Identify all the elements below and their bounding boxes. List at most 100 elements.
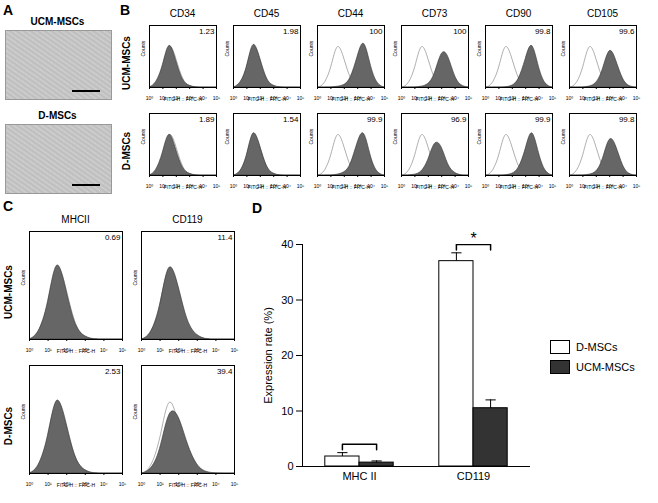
svg-text:10⁵: 10⁵ xyxy=(213,183,221,189)
svg-text:10⁰: 10⁰ xyxy=(26,481,34,487)
svg-text:FITC-H :: FITC-H: FITC-H :: FITC-H xyxy=(57,482,96,488)
svg-text:FITC-H :: FITC-H: FITC-H :: FITC-H xyxy=(169,348,208,354)
svg-text:10⁰: 10⁰ xyxy=(566,95,574,101)
svg-text:Counts: Counts xyxy=(308,128,314,144)
svg-text:Counts: Counts xyxy=(20,269,26,285)
svg-text:10⁵: 10⁵ xyxy=(465,95,473,101)
svg-text:10⁴: 10⁴ xyxy=(100,347,108,353)
svg-text:11.4: 11.4 xyxy=(218,233,234,242)
svg-text:99.9: 99.9 xyxy=(367,115,383,124)
svg-text:99.8: 99.8 xyxy=(619,115,635,124)
html-text:A: A xyxy=(3,2,14,18)
svg-text:Counts: Counts xyxy=(132,403,138,419)
svg-text:1.98: 1.98 xyxy=(283,27,299,36)
svg-text:FITC-H :: FITC-H: FITC-H :: FITC-H xyxy=(584,96,623,102)
svg-text:10⁰: 10⁰ xyxy=(230,95,238,101)
svg-text:10⁰: 10⁰ xyxy=(146,183,154,189)
svg-text:CD119: CD119 xyxy=(457,470,490,482)
svg-text:10⁰: 10⁰ xyxy=(482,95,490,101)
svg-text:10⁴: 10⁴ xyxy=(212,347,220,353)
svg-text:40: 40 xyxy=(281,238,293,250)
html-text:UCM-MSCs: UCM-MSCs xyxy=(576,361,635,373)
svg-text:100: 100 xyxy=(453,27,467,36)
svg-text:FITC-H :: FITC-H: FITC-H :: FITC-H xyxy=(164,184,203,190)
svg-text:*: * xyxy=(470,230,476,247)
svg-text:10⁵: 10⁵ xyxy=(465,183,473,189)
svg-text:Counts: Counts xyxy=(132,269,138,285)
svg-text:10¹: 10¹ xyxy=(156,481,164,487)
svg-text:10⁵: 10⁵ xyxy=(119,347,127,353)
svg-text:10⁰: 10⁰ xyxy=(482,183,490,189)
svg-text:Counts: Counts xyxy=(140,40,146,56)
svg-text:FITC-H :: FITC-H: FITC-H :: FITC-H xyxy=(248,96,287,102)
svg-text:10⁵: 10⁵ xyxy=(633,95,641,101)
svg-text:Counts: Counts xyxy=(308,40,314,56)
svg-text:FITC-H :: FITC-H: FITC-H :: FITC-H xyxy=(248,184,287,190)
svg-text:10⁰: 10⁰ xyxy=(26,347,34,353)
svg-text:FITC-H :: FITC-H: FITC-H :: FITC-H xyxy=(584,184,623,190)
svg-text:10⁰: 10⁰ xyxy=(398,95,406,101)
svg-text:10⁵: 10⁵ xyxy=(119,481,127,487)
svg-text:10⁰: 10⁰ xyxy=(146,95,154,101)
svg-text:10⁰: 10⁰ xyxy=(398,183,406,189)
svg-text:10⁵: 10⁵ xyxy=(549,183,557,189)
svg-text:10⁵: 10⁵ xyxy=(231,347,239,353)
svg-text:0.69: 0.69 xyxy=(105,233,121,242)
svg-text:99.8: 99.8 xyxy=(535,27,551,36)
svg-text:FITC-H :: FITC-H: FITC-H :: FITC-H xyxy=(169,482,208,488)
svg-text:10⁴: 10⁴ xyxy=(100,481,108,487)
svg-text:100: 100 xyxy=(369,27,383,36)
svg-text:10⁵: 10⁵ xyxy=(381,95,389,101)
svg-text:1.89: 1.89 xyxy=(199,115,215,124)
svg-text:96.9: 96.9 xyxy=(451,115,467,124)
svg-text:Counts: Counts xyxy=(224,40,230,56)
svg-text:Counts: Counts xyxy=(392,40,398,56)
svg-text:1.54: 1.54 xyxy=(283,115,299,124)
svg-text:MHC II: MHC II xyxy=(342,470,376,482)
svg-text:FITC-H :: FITC-H: FITC-H :: FITC-H xyxy=(500,96,539,102)
svg-text:10¹: 10¹ xyxy=(156,347,164,353)
svg-text:0: 0 xyxy=(287,460,293,472)
svg-text:Counts: Counts xyxy=(476,40,482,56)
svg-text:10⁴: 10⁴ xyxy=(212,481,220,487)
svg-text:Counts: Counts xyxy=(560,40,566,56)
svg-text:10¹: 10¹ xyxy=(44,481,52,487)
svg-text:FITC-H :: FITC-H: FITC-H :: FITC-H xyxy=(332,184,371,190)
svg-text:39.4: 39.4 xyxy=(217,367,233,376)
svg-text:10⁵: 10⁵ xyxy=(297,183,305,189)
svg-text:10⁵: 10⁵ xyxy=(213,95,221,101)
svg-text:10⁰: 10⁰ xyxy=(566,183,574,189)
svg-text:10⁰: 10⁰ xyxy=(314,183,322,189)
svg-text:Counts: Counts xyxy=(224,128,230,144)
svg-text:30: 30 xyxy=(281,294,293,306)
svg-text:Counts: Counts xyxy=(140,128,146,144)
svg-text:FITC-H :: FITC-H: FITC-H :: FITC-H xyxy=(416,184,455,190)
svg-text:FITC-H :: FITC-H: FITC-H :: FITC-H xyxy=(332,96,371,102)
svg-text:99.6: 99.6 xyxy=(619,27,635,36)
svg-text:10⁵: 10⁵ xyxy=(633,183,641,189)
svg-text:99.9: 99.9 xyxy=(535,115,551,124)
svg-text:10¹: 10¹ xyxy=(44,347,52,353)
svg-text:10⁰: 10⁰ xyxy=(138,347,146,353)
svg-text:10⁰: 10⁰ xyxy=(230,183,238,189)
svg-text:10⁵: 10⁵ xyxy=(549,95,557,101)
svg-text:10⁵: 10⁵ xyxy=(381,183,389,189)
svg-text:10⁰: 10⁰ xyxy=(314,95,322,101)
svg-text:10⁰: 10⁰ xyxy=(138,481,146,487)
svg-text:1.23: 1.23 xyxy=(199,27,215,36)
svg-text:20: 20 xyxy=(281,349,293,361)
svg-text:FITC-H :: FITC-H: FITC-H :: FITC-H xyxy=(500,184,539,190)
svg-text:FITC-H :: FITC-H: FITC-H :: FITC-H xyxy=(416,96,455,102)
svg-text:FITC-H :: FITC-H: FITC-H :: FITC-H xyxy=(164,96,203,102)
svg-text:Counts: Counts xyxy=(20,403,26,419)
svg-text:2.53: 2.53 xyxy=(105,367,121,376)
svg-text:FITC-H :: FITC-H: FITC-H :: FITC-H xyxy=(57,348,96,354)
svg-text:10⁵: 10⁵ xyxy=(231,481,239,487)
html-text:D-MSCs: D-MSCs xyxy=(576,341,618,353)
svg-text:Expression rate (%): Expression rate (%) xyxy=(262,307,274,404)
svg-text:Counts: Counts xyxy=(392,128,398,144)
svg-text:Counts: Counts xyxy=(476,128,482,144)
svg-text:10: 10 xyxy=(281,405,293,417)
svg-text:10⁵: 10⁵ xyxy=(297,95,305,101)
svg-text:Counts: Counts xyxy=(560,128,566,144)
